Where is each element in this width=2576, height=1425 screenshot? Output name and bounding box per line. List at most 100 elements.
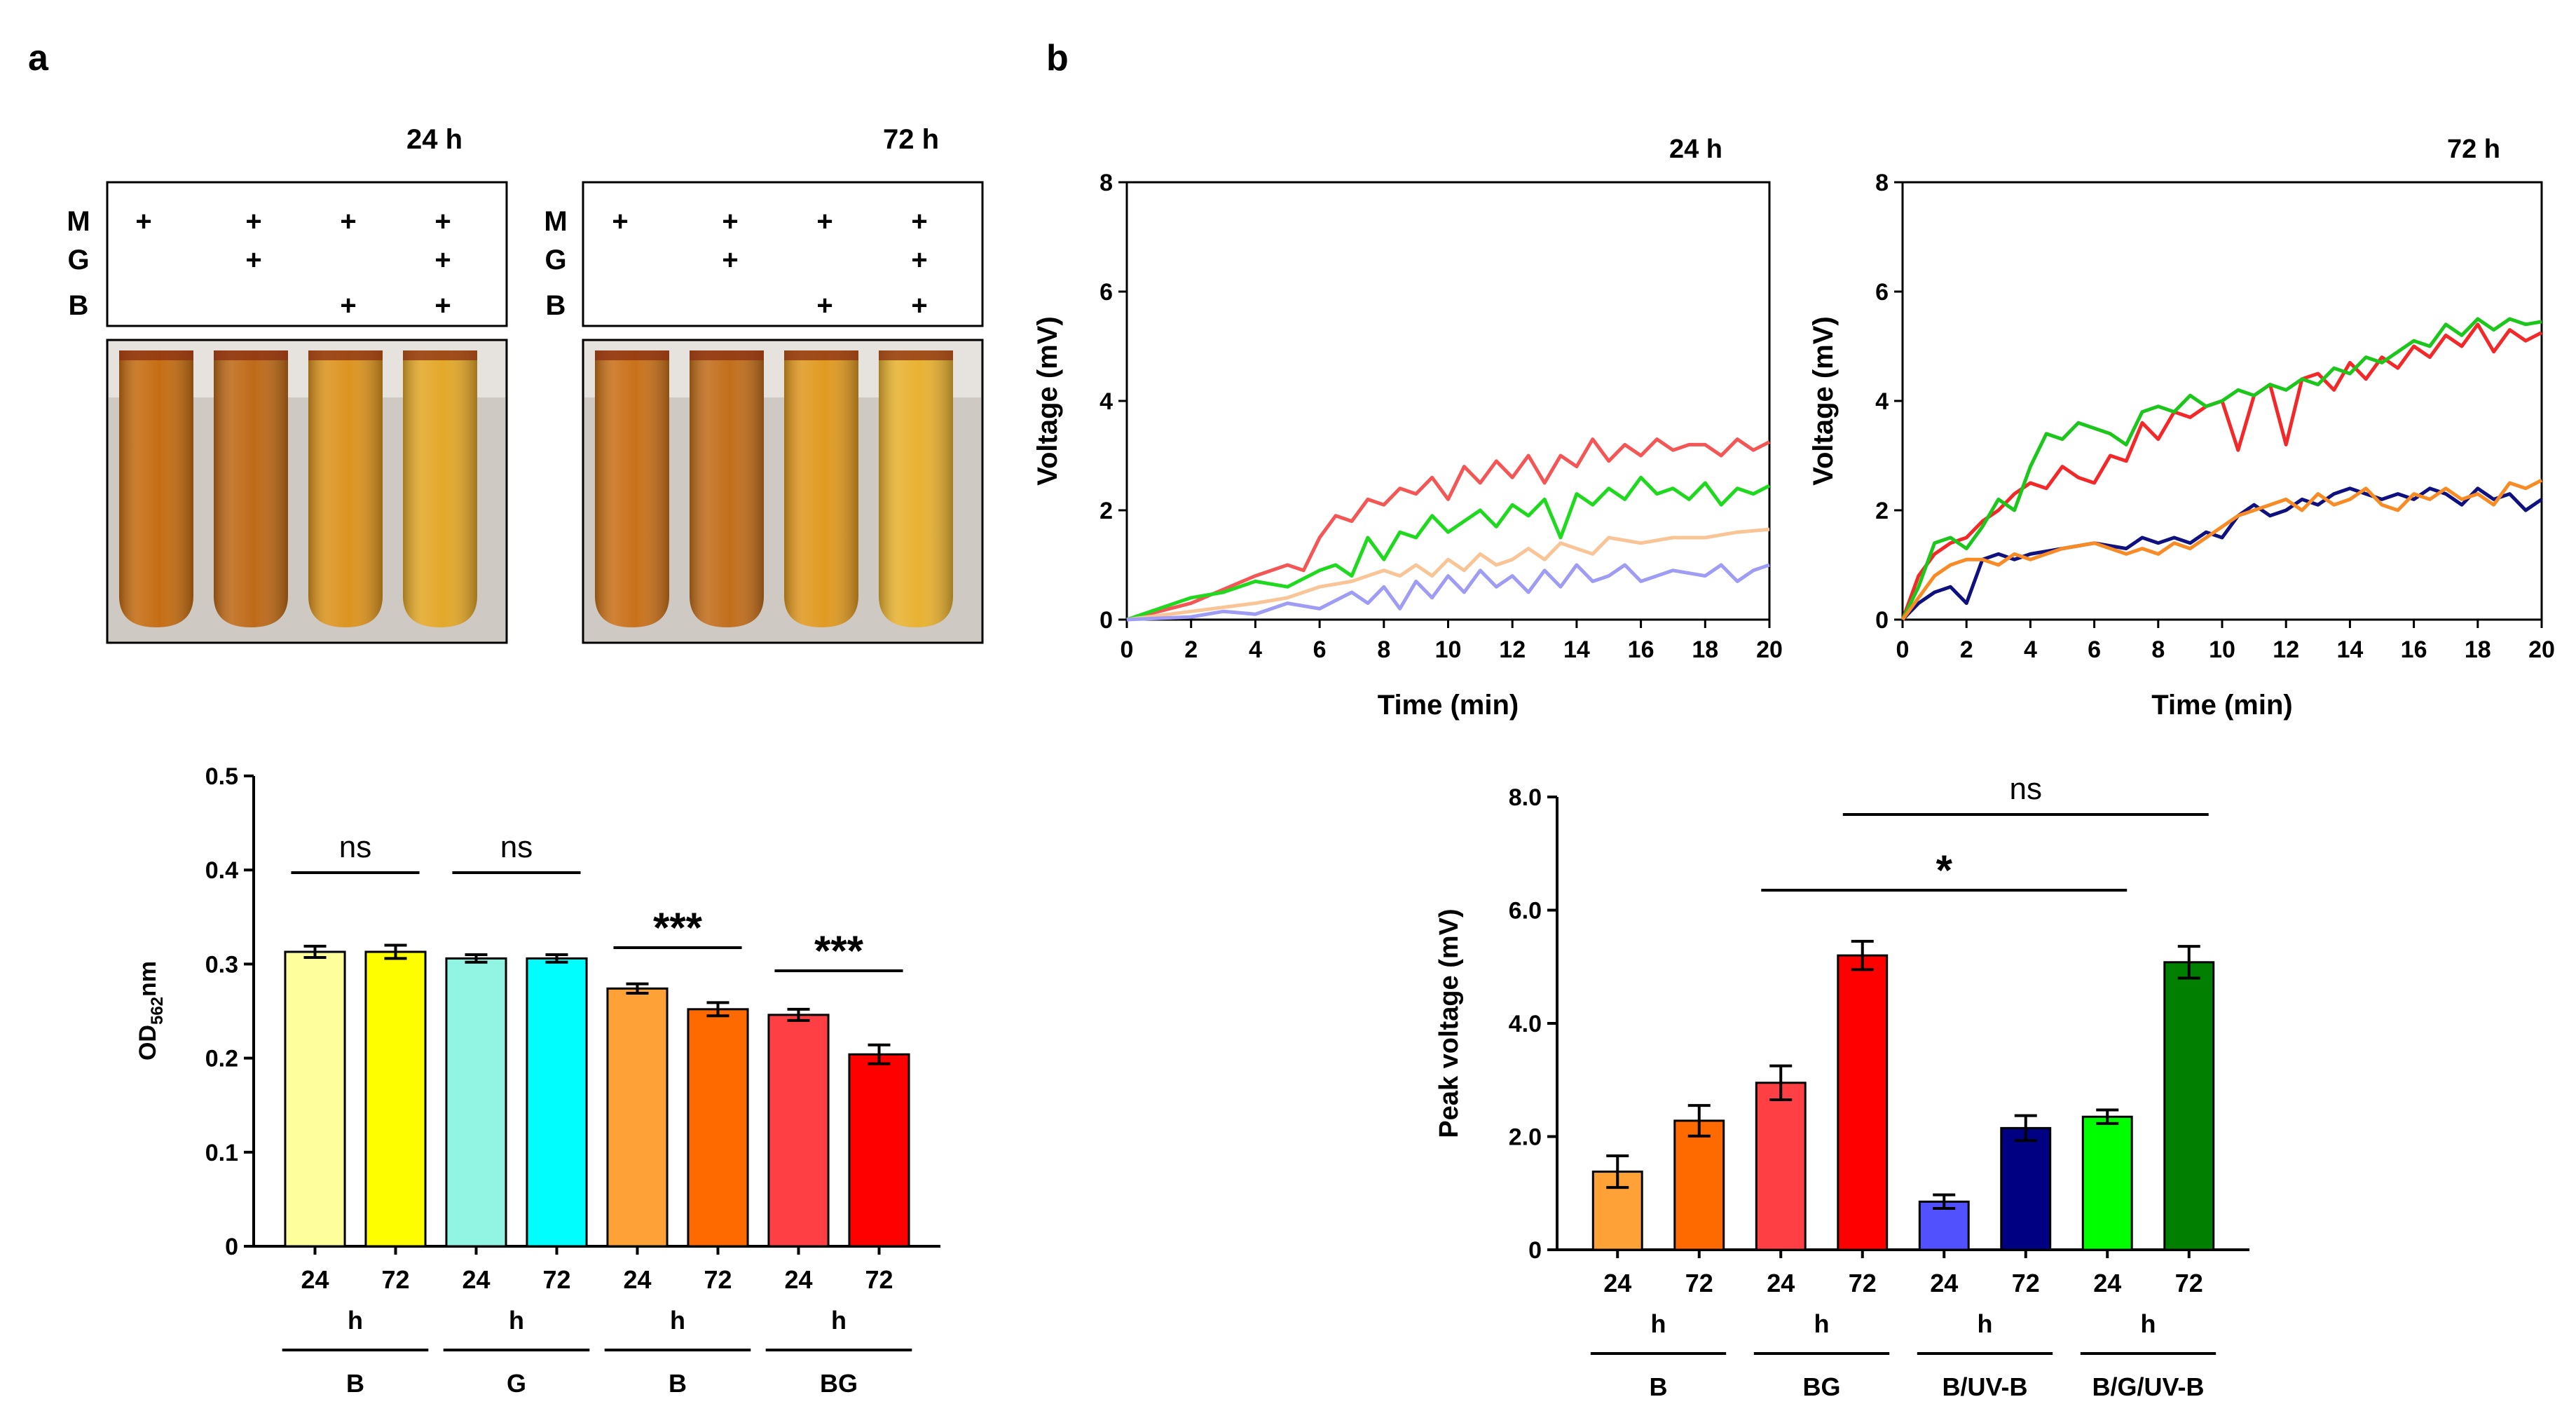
x-tick-label: 18 [1692, 636, 1718, 663]
group-label: G [507, 1369, 526, 1398]
unit-label: h [831, 1306, 847, 1335]
x-axis-title: Time (min) [2151, 690, 2293, 721]
x-tick-label: 72 [704, 1265, 732, 1294]
x-tick-label: 4 [1249, 636, 1262, 663]
y-tick-label: 0.1 [205, 1140, 238, 1166]
x-tick-label: 24 [1603, 1269, 1631, 1297]
tube-meniscus [214, 350, 288, 360]
bar [2163, 961, 2215, 1251]
x-tick-label: 10 [1435, 636, 1462, 663]
group-label: B [1650, 1372, 1668, 1401]
x-tick-label: 18 [2465, 636, 2491, 663]
significance-label: ns [2010, 772, 2042, 806]
significance-label: *** [653, 904, 703, 951]
treatment-plus-mark: + [434, 206, 451, 237]
y-tick-label: 4 [1875, 388, 1889, 415]
treatment-plus-mark: + [135, 206, 151, 237]
significance-label: ns [339, 830, 371, 864]
x-tick-label: 24 [301, 1265, 329, 1294]
treatment-plus-mark: + [722, 206, 738, 237]
tube-meniscus [690, 350, 764, 360]
tube-meniscus [403, 350, 477, 360]
voltage-72h-line-chart: 0 2 4 6 8 10 12 14 16 18 20 0 2 4 6 8 72 h Time (min) Volt… [1808, 135, 2555, 721]
y-tick-label: 4.0 [1509, 1011, 1542, 1037]
bar [2081, 1115, 2133, 1251]
bar [364, 950, 427, 1248]
y-tick-label: 6 [1099, 279, 1113, 306]
treatment-plus-mark: + [911, 245, 927, 275]
peak-voltage-bar-chart: 0 2.0 4.0 6.0 8.0 24 72 24 72 24 72 24 72 h Bh BG h B/UV-… [1434, 772, 2249, 1401]
y-tick-label: 6.0 [1509, 898, 1542, 925]
x-tick-label: 72 [542, 1265, 570, 1294]
treatment-table-24h [106, 181, 508, 327]
treatment-plus-mark: + [612, 206, 628, 237]
tube-meniscus [119, 350, 193, 360]
significance-label: ns [500, 830, 533, 864]
group-label: BG [1803, 1372, 1841, 1401]
test-tube-shading [690, 350, 764, 627]
treatment-plus-mark: + [722, 245, 738, 275]
x-tick-label: 0 [1121, 636, 1134, 663]
y-axis-title: Voltage (mV) [1032, 316, 1063, 486]
chart-title: 72 h [2447, 135, 2500, 164]
series-line-b-uv-b [1126, 563, 1770, 622]
x-tick-label: 14 [2336, 636, 2363, 663]
x-tick-label: 10 [2209, 636, 2235, 663]
treatment-plus-mark: + [816, 290, 833, 321]
test-tube-shading [784, 350, 858, 627]
row-label-m-72h: M [544, 206, 567, 237]
x-tick-label: 2 [1184, 636, 1198, 663]
x-tick-label: 24 [1767, 1269, 1795, 1297]
x-tick-label: 24 [1930, 1269, 1958, 1297]
treatment-plus-mark: + [245, 245, 261, 275]
y-tick-label: 0 [225, 1234, 238, 1260]
tube-meniscus [308, 350, 383, 360]
y-tick-label: 2.0 [1509, 1124, 1542, 1151]
y-tick-label: 0.2 [205, 1046, 238, 1072]
bar [284, 950, 346, 1248]
treatment-plus-mark: + [816, 206, 833, 237]
series-line-b-g-uv-b [1900, 317, 2542, 621]
row-label-m-24h: M [67, 206, 90, 237]
unit-label: h [348, 1306, 363, 1335]
x-axis-title: Time (min) [1378, 690, 1519, 721]
test-tube-shading [595, 350, 669, 627]
group-label: B/UV-B [1942, 1372, 2027, 1401]
x-tick-label: 72 [1849, 1269, 1877, 1297]
series-line-bg [1900, 322, 2543, 620]
y-tick-label: 8 [1099, 170, 1113, 196]
tube-meniscus [784, 350, 858, 360]
bar [2000, 1126, 2052, 1251]
x-tick-label: 12 [2273, 636, 2299, 663]
plot-frame [1125, 181, 1771, 621]
series-line-bg [1126, 437, 1771, 622]
y-tick-label: 6 [1875, 279, 1889, 306]
x-tick-label: 72 [381, 1265, 409, 1294]
series-line-b [1900, 478, 2543, 621]
series-line-b-g-uv-b [1126, 475, 1771, 622]
x-tick-label: 72 [865, 1265, 893, 1294]
group-label: BG [820, 1369, 858, 1398]
x-tick-label: 16 [2401, 636, 2427, 663]
y-tick-label: 0 [1875, 607, 1889, 634]
y-tick-label: 2 [1099, 498, 1113, 524]
unit-label: h [1814, 1309, 1830, 1338]
y-tick-label: 0 [1099, 607, 1113, 634]
test-tube-shading [308, 350, 383, 627]
row-label-g-72h: G [544, 245, 566, 275]
significance-label: * [1936, 847, 1953, 894]
tube-title-24h: 24 h [406, 124, 463, 155]
bar [848, 1053, 910, 1248]
group-label: B [346, 1369, 364, 1398]
test-tube-shading [403, 350, 477, 627]
row-label-b-72h: B [546, 290, 566, 321]
unit-label: h [2141, 1309, 2156, 1338]
significance-label: *** [814, 927, 864, 974]
unit-label: h [670, 1306, 685, 1335]
tube-meniscus [595, 350, 669, 360]
treatment-plus-mark: + [911, 290, 927, 321]
x-tick-label: 14 [1563, 636, 1590, 663]
chart-title: 24 h [1669, 135, 1722, 164]
bar [1837, 954, 1889, 1251]
